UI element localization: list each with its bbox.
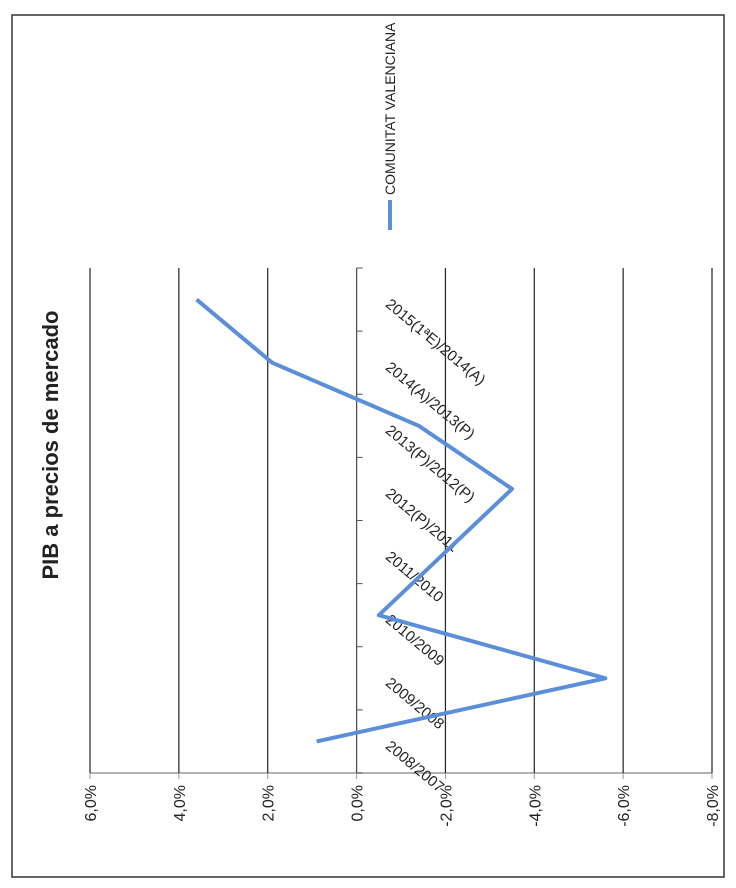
y-tick-label: 2,0% xyxy=(261,785,278,821)
x-tick-label: 2012(P)/2011 xyxy=(382,485,462,556)
x-tick-label: 2011/2010 xyxy=(382,548,446,606)
legend-label: COMUNITAT VALENCIANA xyxy=(382,22,398,195)
y-tick-label: -2,0% xyxy=(438,785,455,827)
y-tick-label: -4,0% xyxy=(527,785,544,827)
y-tick-label: 6,0% xyxy=(83,785,100,821)
y-tick-label: 0,0% xyxy=(350,785,367,821)
y-tick-label: 4,0% xyxy=(172,785,189,821)
series-line xyxy=(195,298,608,744)
y-tick-label: -6,0% xyxy=(616,785,633,827)
y-tick-label: -8,0% xyxy=(705,785,722,827)
frame xyxy=(11,14,725,878)
chart-title: PIB a precios de mercado xyxy=(38,311,63,580)
x-tick-label: 2008/2007 xyxy=(382,737,447,796)
